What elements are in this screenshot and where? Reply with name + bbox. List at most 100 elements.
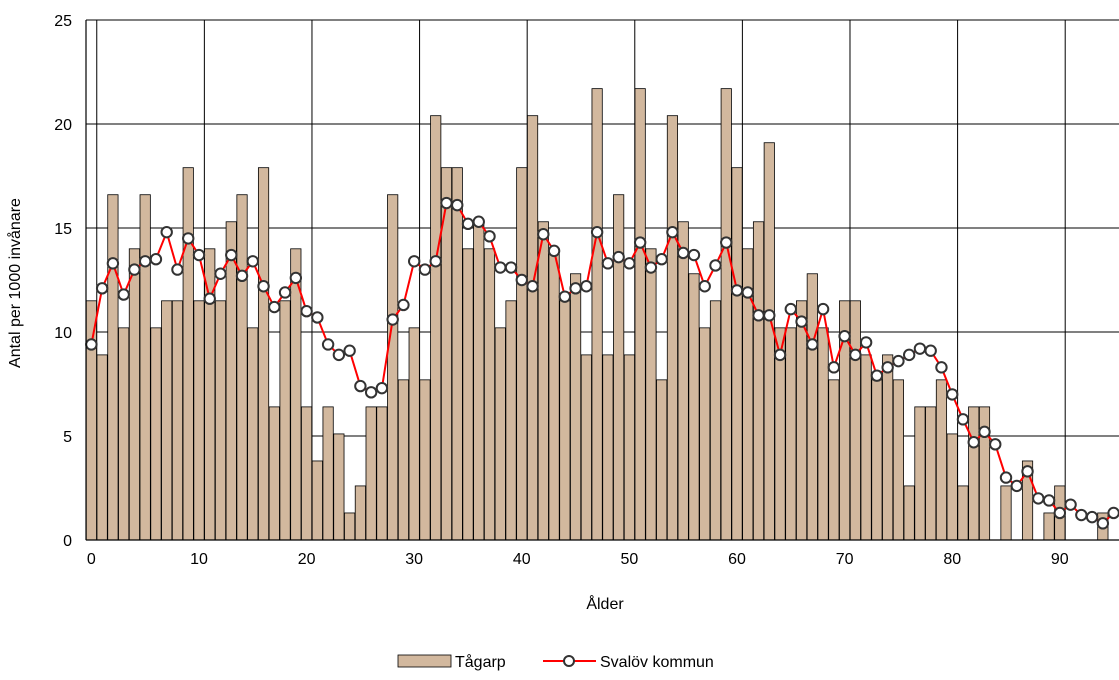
point-svalov-age-75 bbox=[892, 354, 905, 368]
x-tick-label: 0 bbox=[87, 551, 96, 568]
bar-tagarp-age-40 bbox=[516, 167, 528, 541]
bar-tagarp-age-68 bbox=[817, 327, 829, 541]
point-svalov-age-88 bbox=[1032, 492, 1045, 505]
point-svalov-age-51 bbox=[633, 236, 647, 249]
point-svalov-age-11 bbox=[203, 292, 216, 305]
point-svalov-age-93 bbox=[1085, 510, 1099, 524]
bar-tagarp-age-1 bbox=[96, 354, 108, 541]
bar-tagarp-age-20 bbox=[301, 406, 313, 541]
x-tick-label: 70 bbox=[836, 551, 854, 568]
x-tick-label: 90 bbox=[1051, 551, 1069, 568]
y-tick-label: 25 bbox=[54, 13, 72, 30]
point-svalov-age-18 bbox=[278, 286, 292, 299]
bar-tagarp-age-41 bbox=[526, 115, 539, 541]
point-svalov-age-21 bbox=[311, 311, 324, 324]
bar-tagarp-age-67 bbox=[806, 273, 818, 541]
point-svalov-age-43 bbox=[547, 244, 561, 258]
point-svalov-age-45 bbox=[569, 282, 582, 295]
point-svalov-age-78 bbox=[924, 344, 937, 357]
point-svalov-age-68 bbox=[816, 302, 830, 316]
point-svalov-age-35 bbox=[461, 217, 475, 231]
bar-tagarp-age-35 bbox=[462, 248, 474, 541]
bar-tagarp-age-37 bbox=[483, 248, 496, 541]
point-svalov-age-73 bbox=[870, 369, 884, 382]
bar-tagarp-age-57 bbox=[699, 327, 711, 541]
point-svalov-age-56 bbox=[687, 248, 701, 262]
bar-tagarp-age-12 bbox=[214, 300, 227, 541]
bar-tagarp-age-17 bbox=[268, 406, 280, 541]
point-svalov-age-13 bbox=[225, 248, 238, 262]
point-svalov-age-85 bbox=[999, 471, 1013, 484]
point-svalov-age-86 bbox=[1010, 479, 1023, 493]
point-svalov-age-19 bbox=[289, 271, 303, 285]
legend-label-svalov: Svalöv kommun bbox=[600, 654, 714, 671]
x-tick-label: 10 bbox=[190, 551, 208, 568]
point-svalov-age-81 bbox=[956, 413, 970, 426]
point-svalov-age-80 bbox=[946, 388, 959, 401]
point-svalov-age-79 bbox=[935, 361, 948, 374]
point-svalov-age-17 bbox=[268, 300, 281, 314]
y-tick-label: 20 bbox=[54, 117, 72, 134]
y-tick-label: 15 bbox=[54, 221, 72, 238]
bar-tagarp-age-25 bbox=[354, 485, 366, 541]
bar-tagarp-age-69 bbox=[828, 379, 840, 541]
point-svalov-age-0 bbox=[85, 338, 98, 351]
point-svalov-age-30 bbox=[407, 255, 421, 268]
point-svalov-age-39 bbox=[504, 261, 518, 274]
point-svalov-age-38 bbox=[494, 261, 507, 274]
point-svalov-age-10 bbox=[192, 248, 206, 262]
legend-swatch-tagarp bbox=[397, 654, 452, 668]
bar-tagarp-age-22 bbox=[322, 406, 334, 541]
legend: Tågarp Svalöv kommun bbox=[397, 653, 714, 671]
bar-tagarp-age-45 bbox=[570, 273, 582, 541]
point-svalov-age-89 bbox=[1042, 494, 1056, 507]
legend-label-tagarp: Tågarp bbox=[455, 653, 506, 671]
bar-tagarp-age-47 bbox=[591, 88, 603, 541]
bar-tagarp-age-77 bbox=[914, 406, 926, 541]
line-series-svalov bbox=[85, 196, 1119, 530]
point-svalov-age-26 bbox=[364, 386, 378, 399]
bar-tagarp-age-7 bbox=[161, 300, 173, 541]
bar-tagarp-age-85 bbox=[1000, 485, 1012, 541]
bar-tagarp-age-6 bbox=[150, 327, 162, 541]
point-svalov-age-70 bbox=[838, 329, 851, 343]
y-tick-label: 10 bbox=[54, 325, 72, 342]
point-svalov-age-24 bbox=[343, 344, 356, 357]
point-svalov-age-28 bbox=[386, 313, 399, 326]
point-svalov-age-12 bbox=[214, 267, 227, 280]
point-svalov-age-48 bbox=[601, 257, 615, 270]
point-svalov-age-32 bbox=[429, 255, 442, 268]
point-svalov-age-91 bbox=[1064, 498, 1077, 511]
point-svalov-age-34 bbox=[451, 198, 464, 212]
x-tick-label: 80 bbox=[943, 551, 961, 568]
point-svalov-age-59 bbox=[720, 236, 733, 249]
bar-tagarp-age-59 bbox=[720, 88, 732, 541]
point-svalov-age-6 bbox=[149, 253, 163, 266]
bar-tagarp-age-10 bbox=[193, 300, 205, 541]
bar-tagarp-age-74 bbox=[882, 354, 894, 541]
point-svalov-age-53 bbox=[655, 253, 668, 266]
x-tick-label: 60 bbox=[728, 551, 746, 568]
bar-tagarp-age-48 bbox=[602, 354, 614, 541]
bar-tagarp-age-55 bbox=[677, 221, 689, 541]
point-svalov-age-72 bbox=[859, 336, 873, 349]
bar-tagarp-age-26 bbox=[365, 406, 377, 541]
bar-tagarp-age-5 bbox=[139, 194, 151, 541]
point-svalov-age-1 bbox=[95, 282, 109, 295]
bar-tagarp-age-56 bbox=[688, 273, 700, 541]
bar-tagarp-age-30 bbox=[408, 327, 420, 541]
bar-tagarp-age-58 bbox=[709, 300, 722, 541]
bar-tagarp-age-66 bbox=[796, 300, 808, 541]
bar-tagarp-age-39 bbox=[505, 300, 517, 541]
bar-tagarp-age-29 bbox=[397, 379, 409, 541]
bar-tagarp-age-71 bbox=[849, 300, 861, 541]
bar-tagarp-age-3 bbox=[118, 327, 130, 541]
point-svalov-age-58 bbox=[709, 259, 722, 272]
bar-tagarp-age-28 bbox=[387, 194, 399, 541]
point-svalov-age-61 bbox=[741, 286, 754, 299]
bar-tagarp-age-19 bbox=[290, 248, 302, 541]
point-svalov-age-14 bbox=[235, 269, 249, 283]
bar-tagarp-age-44 bbox=[559, 300, 571, 541]
